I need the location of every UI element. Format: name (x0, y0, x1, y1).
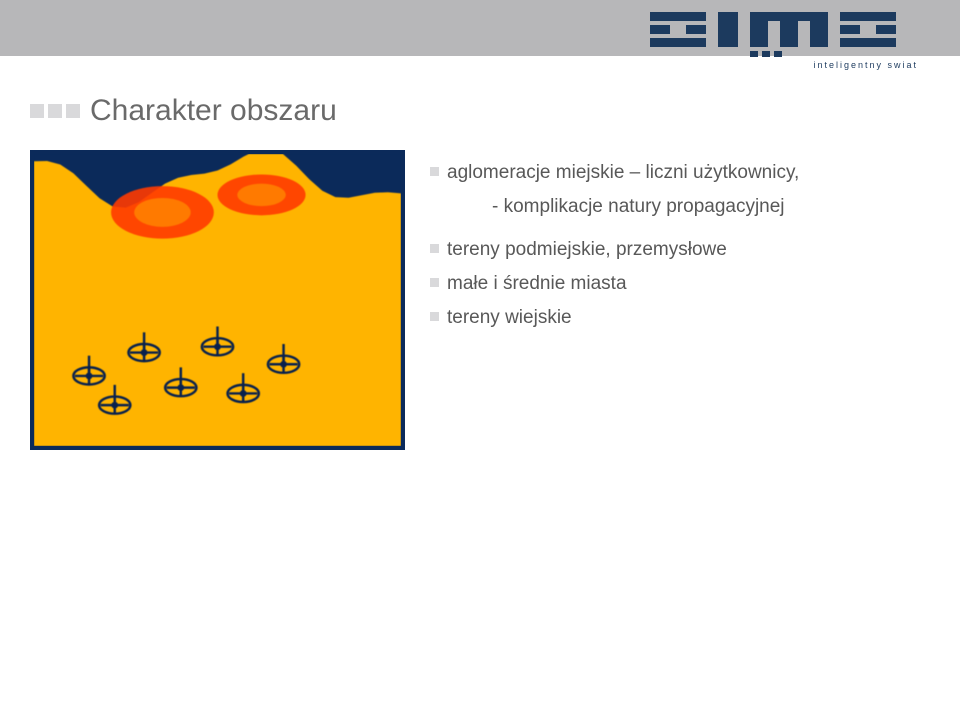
list-item: tereny wiejskie (430, 305, 930, 331)
list-item: aglomeracje miejskie – liczni użytkownic… (430, 160, 930, 186)
bullet-square-icon (430, 167, 439, 176)
bullet-text: tereny wiejskie (447, 305, 572, 331)
brand-logo: inteligentny swiat (650, 8, 920, 70)
list-item: tereny podmiejskie, przemysłowe (430, 237, 930, 263)
terrain-map-inner (34, 154, 401, 446)
title-row: Charakter obszaru (30, 94, 337, 128)
alma-logo-icon (650, 8, 920, 58)
bullet-square-icon (430, 244, 439, 253)
brand-tagline: inteligentny swiat (813, 60, 920, 70)
title-bullet-icon (30, 104, 80, 118)
bullet-text: tereny podmiejskie, przemysłowe (447, 237, 727, 263)
terrain-map (30, 150, 405, 450)
list-item: małe i średnie miasta (430, 271, 930, 297)
terrain-heatmap-icon (34, 154, 401, 446)
bullet-text: aglomeracje miejskie – liczni użytkownic… (447, 160, 799, 186)
bullet-list: aglomeracje miejskie – liczni użytkownic… (430, 160, 930, 338)
bullet-subtext-row: - komplikacje natury propagacyjnej (492, 194, 930, 220)
bullet-text: małe i średnie miasta (447, 271, 627, 297)
bullet-square-icon (430, 312, 439, 321)
bullet-square-icon (430, 278, 439, 287)
bullet-subtext: - komplikacje natury propagacyjnej (492, 196, 785, 217)
slide-page: inteligentny swiat Charakter obszaru agl… (0, 0, 960, 711)
page-title: Charakter obszaru (90, 94, 337, 128)
